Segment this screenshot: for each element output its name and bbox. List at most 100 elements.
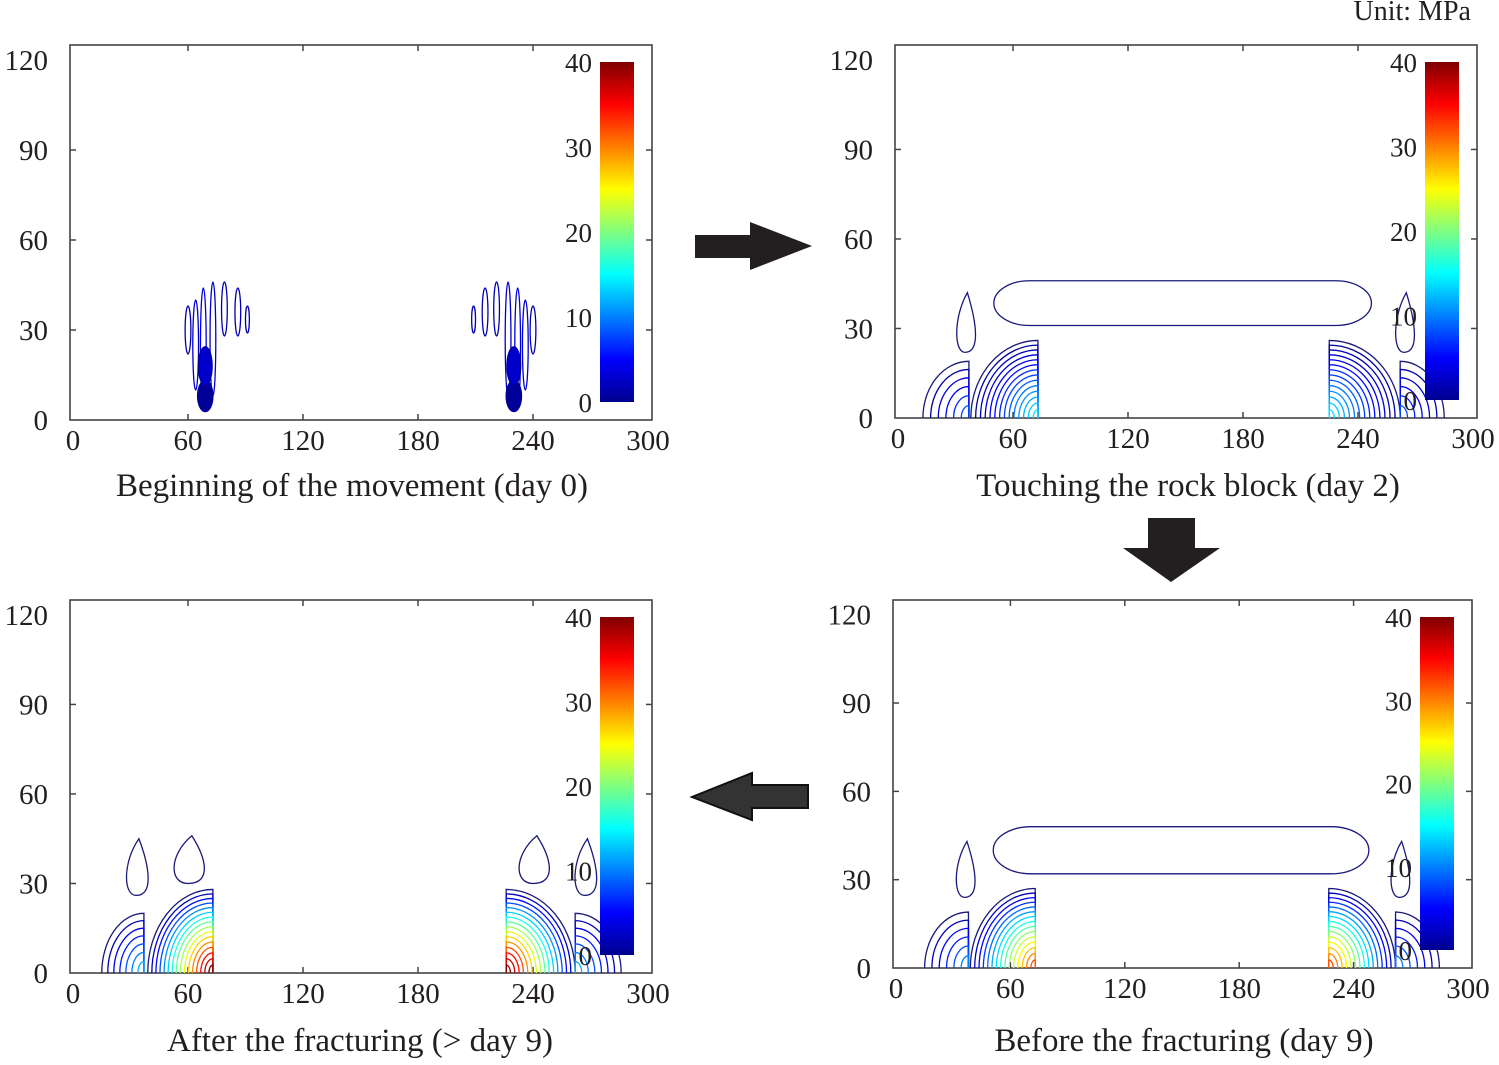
colorbar-tick-label: 10 xyxy=(1385,853,1412,883)
stress-contour xyxy=(1328,936,1352,969)
stress-contour xyxy=(1328,379,1361,419)
contours xyxy=(184,281,537,413)
colorbar-tick-label: 40 xyxy=(565,48,592,78)
colorbar-tick-label: 20 xyxy=(565,772,592,802)
stress-contour xyxy=(505,925,542,974)
stress-contour xyxy=(171,916,214,974)
stress-contour xyxy=(147,888,214,974)
stress-contour xyxy=(471,305,477,334)
stress-contour xyxy=(191,941,214,974)
colorbar-tick-label: 20 xyxy=(565,218,592,248)
x-tick-label: 60 xyxy=(174,978,203,1010)
stress-contour xyxy=(960,404,970,419)
stress-contour xyxy=(953,945,970,969)
stress-contour xyxy=(220,281,228,337)
stress-contour xyxy=(974,892,1036,969)
x-tick-label: 240 xyxy=(1332,973,1376,1005)
x-tick-label: 120 xyxy=(281,425,325,457)
stress-contour xyxy=(204,958,214,974)
x-tick-label: 120 xyxy=(1103,973,1147,1005)
stress-contour xyxy=(574,960,583,974)
stress-contour xyxy=(1013,385,1039,419)
stress-contour xyxy=(952,395,970,419)
stress-contour xyxy=(183,930,214,974)
colorbar-tick-label: 10 xyxy=(1390,302,1417,332)
stress-contour xyxy=(151,893,214,974)
colorbar-tick-label: 0 xyxy=(1404,386,1418,416)
stress-contour xyxy=(1395,291,1416,354)
x-tick-label: 60 xyxy=(999,423,1028,455)
x-tick-label: 0 xyxy=(66,978,81,1010)
stress-contour xyxy=(1004,925,1036,969)
stress-contour xyxy=(505,916,550,974)
stress-contour xyxy=(994,364,1039,419)
plot-frame xyxy=(69,599,653,974)
y-tick-label: 90 xyxy=(19,135,48,167)
stress-contour xyxy=(1394,936,1419,969)
stress-contour xyxy=(1328,385,1356,419)
y-tick-label: 60 xyxy=(842,776,871,808)
stress-contour xyxy=(518,834,550,885)
stress-contour xyxy=(1025,953,1036,969)
colorbar-tick-label: 30 xyxy=(1385,686,1412,716)
stress-contour xyxy=(1021,947,1036,969)
stress-contour xyxy=(1394,927,1426,969)
y-tick-label: 30 xyxy=(19,315,48,347)
y-tick-label: 120 xyxy=(828,600,872,632)
y-tick-label: 120 xyxy=(5,45,49,77)
colorbar-tick-label: 10 xyxy=(565,303,592,333)
y-tick-label: 30 xyxy=(844,313,873,345)
stress-contour xyxy=(521,299,529,391)
x-tick-label: 0 xyxy=(66,425,81,457)
stress-contour xyxy=(960,955,970,969)
arrow-down-icon xyxy=(1123,518,1220,582)
stress-contour xyxy=(1027,402,1039,419)
stress-contour xyxy=(1328,409,1335,419)
stress-contour xyxy=(192,299,200,391)
y-tick-label: 90 xyxy=(19,689,48,721)
stress-contour xyxy=(481,287,489,337)
stress-contour xyxy=(1328,396,1346,419)
stress-contour xyxy=(505,946,525,974)
stress-contour xyxy=(1012,936,1036,969)
colorbar-tick-label: 40 xyxy=(1390,48,1417,78)
stress-contour xyxy=(506,346,522,386)
arrow-left-icon xyxy=(689,771,809,822)
stress-contour xyxy=(1032,409,1039,419)
stress-contour xyxy=(113,927,145,974)
x-tick-label: 300 xyxy=(1451,423,1495,455)
stress-contour xyxy=(922,360,970,419)
x-tick-label: 0 xyxy=(889,973,904,1005)
stress-contour xyxy=(1017,941,1036,969)
x-tick-label: 300 xyxy=(626,978,670,1010)
stress-contour xyxy=(155,897,214,974)
stress-contour xyxy=(929,368,970,419)
stress-contour xyxy=(979,349,1039,419)
stress-contour xyxy=(1328,906,1379,969)
x-tick-label: 120 xyxy=(281,978,325,1010)
stress-contour xyxy=(993,280,1373,327)
stress-contour xyxy=(1328,359,1381,419)
y-tick-label: 30 xyxy=(842,865,871,897)
stress-contour xyxy=(989,359,1039,419)
stress-contour xyxy=(505,911,555,974)
colorbar-tick-label: 10 xyxy=(565,857,592,887)
x-tick-label: 300 xyxy=(626,425,670,457)
stress-contour xyxy=(1328,374,1366,419)
plot-frame xyxy=(894,44,1478,419)
stress-contour xyxy=(119,935,145,974)
stress-contour xyxy=(1328,344,1396,419)
stress-contour xyxy=(173,834,205,885)
stress-contour xyxy=(179,925,214,974)
stress-contour xyxy=(505,964,512,974)
x-tick-label: 300 xyxy=(1446,973,1490,1005)
x-tick-label: 180 xyxy=(1221,423,1265,455)
stress-contour xyxy=(184,305,192,355)
stress-contour xyxy=(969,887,1036,969)
stress-contour xyxy=(1328,959,1334,969)
stress-contour xyxy=(1328,349,1391,419)
stress-contour xyxy=(945,936,970,969)
colorbar xyxy=(600,617,634,955)
x-tick-label: 240 xyxy=(511,978,555,1010)
